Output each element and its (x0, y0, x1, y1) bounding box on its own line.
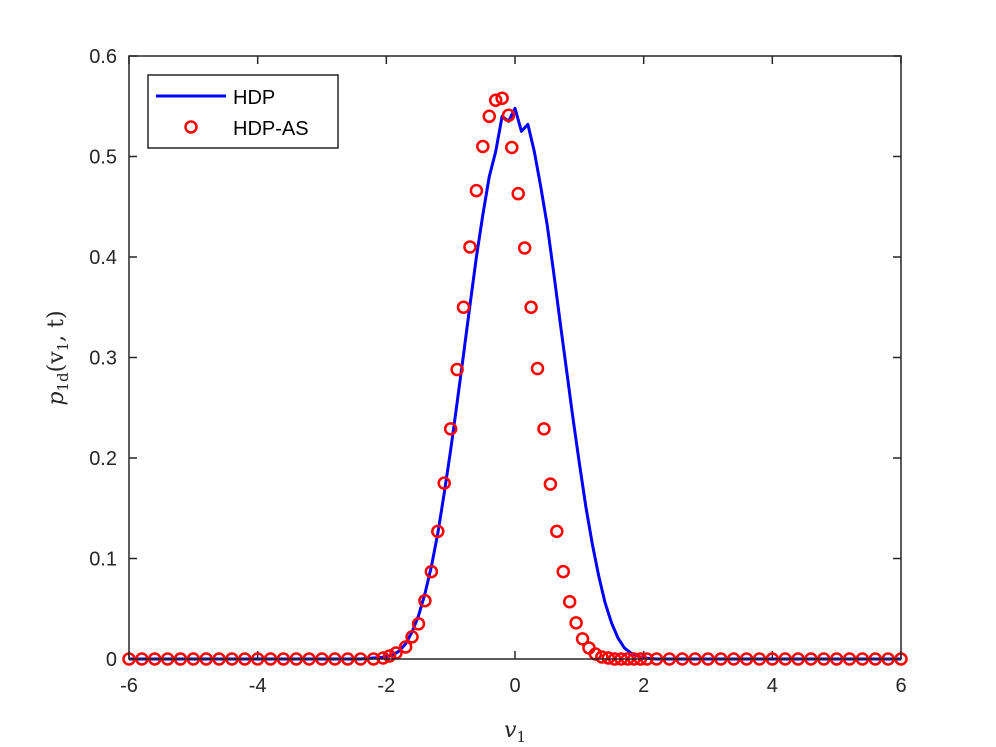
x-tick-label: 2 (638, 675, 649, 697)
data-point-hdp-as (463, 240, 477, 254)
data-point-hdp-as (382, 649, 397, 663)
x-tick-label: -6 (120, 675, 138, 697)
data-point-hdp-as (511, 186, 525, 201)
legend-label-hdp: HDP (233, 87, 275, 109)
data-point-hdp-as (443, 422, 458, 436)
plot-area (129, 56, 901, 659)
data-point-hdp-as (488, 93, 503, 107)
data-point-hdp-as (595, 650, 609, 664)
y-tick-label: 0.6 (89, 46, 117, 68)
plot-frame (128, 55, 902, 660)
x-tick-label: 6 (895, 675, 906, 697)
y-tick-label: 0.4 (89, 247, 117, 269)
data-point-hdp-as (398, 640, 413, 654)
data-point-hdp-as (537, 422, 551, 436)
x-tick-label: -2 (377, 675, 395, 697)
data-point-hdp-as (469, 183, 484, 198)
legend-label-hdp-as: HDP-AS (233, 118, 309, 140)
data-point-hdp-as (530, 361, 545, 376)
data-point-hdp-as (505, 140, 519, 155)
data-point-hdp-as (569, 616, 583, 630)
series-line-hdp (129, 106, 901, 661)
y-tick-label: 0 (106, 649, 117, 671)
x-axis-label: v1 (504, 718, 526, 746)
data-point-hdp-as (456, 300, 471, 314)
data-point-hdp-as (601, 651, 616, 665)
y-tick-label: 0.2 (89, 448, 117, 470)
data-point-hdp-as (405, 630, 419, 644)
data-point-hdp-as (501, 108, 516, 123)
y-tick-label: 0.5 (89, 147, 117, 169)
y-tick-label: 0.1 (89, 549, 117, 571)
y-axis-label: p1d(v1, t) (44, 310, 72, 405)
data-point-hdp-as (556, 564, 570, 579)
data-point-hdp-as (411, 617, 426, 631)
data-point-hdp-as (424, 564, 439, 579)
y-tick-label: 0.3 (89, 348, 117, 370)
x-axis-ticks: -6 -4 -2 0 2 4 6 (120, 56, 907, 697)
data-point-hdp-as (418, 593, 432, 608)
x-tick-label: -4 (249, 675, 267, 697)
data-point-hdp-as (376, 651, 390, 665)
data-point-hdp-as (524, 300, 538, 314)
data-point-hdp-as (476, 139, 490, 154)
data-point-hdp-as (517, 241, 532, 255)
data-point-hdp-as (450, 362, 464, 377)
legend-marker-hdp-as (184, 120, 198, 134)
data-point-hdp-as (495, 91, 509, 105)
legend-box (147, 74, 339, 149)
x-tick-label: 4 (767, 675, 778, 697)
y-axis-ticks: 0 0.1 0.2 0.3 0.4 0.5 0.6 (89, 46, 901, 671)
data-point-hdp-as (431, 524, 445, 539)
data-point-hdp-as (550, 524, 564, 539)
data-point-hdp-as (437, 476, 451, 490)
legend: HDP HDP-AS (147, 74, 339, 149)
data-point-hdp-as (562, 594, 577, 609)
x-tick-label: 0 (509, 675, 520, 697)
data-point-hdp-as (543, 477, 558, 491)
data-point-hdp-as (575, 632, 590, 646)
data-point-hdp-as (482, 109, 497, 124)
